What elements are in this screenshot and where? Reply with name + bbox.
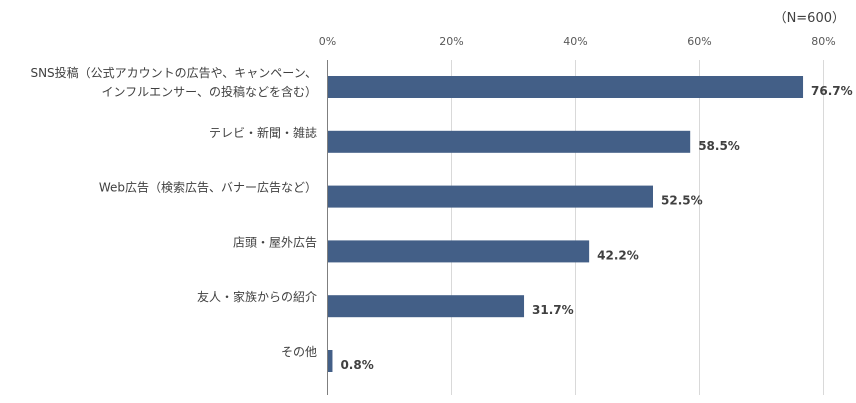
category-label: 店頭・屋外広告: [233, 235, 317, 249]
value-label: 31.7%: [532, 303, 574, 317]
bar: [327, 76, 804, 98]
category-label: インフルエンサー、の投稿などを含む）: [101, 84, 317, 99]
x-tick-label: 80%: [811, 35, 835, 48]
bar: [327, 295, 525, 318]
x-tick-label: 0%: [319, 35, 336, 48]
category-label: Web広告（検索広告、バナー広告など）: [99, 181, 317, 195]
x-tick-label: 60%: [687, 35, 711, 48]
x-tick-label: 20%: [439, 35, 463, 48]
value-label: 42.2%: [597, 248, 639, 262]
bar: [327, 350, 333, 372]
value-label: 76.7%: [811, 84, 853, 98]
bar: [327, 185, 653, 208]
sample-size-note: （N=600）: [774, 11, 845, 26]
category-label: テレビ・新聞・雑誌: [209, 125, 317, 140]
category-label: その他: [281, 345, 317, 359]
value-label: 52.5%: [661, 194, 703, 208]
category-label: SNS投稿（公式アカウントの広告や、キャンペーン、: [30, 65, 317, 80]
bar: [327, 240, 590, 263]
x-tick-label: 40%: [563, 35, 587, 48]
bar: [327, 130, 691, 153]
value-label: 58.5%: [698, 139, 740, 153]
value-label: 0.8%: [340, 358, 373, 372]
category-label: 友人・家族からの紹介: [197, 289, 317, 304]
